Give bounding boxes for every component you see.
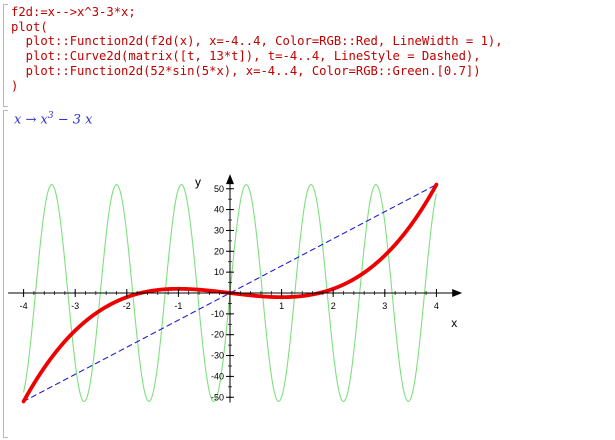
plot-canvas[interactable]: -4 -3 -2 -1 1 2 3 4 -50 -40 -30 -20 -10 10 20 30 40 50 x y <box>8 133 478 435</box>
y-axis-label: y <box>195 175 201 189</box>
maps-to-arrow: → <box>25 112 37 128</box>
code-line: plot::Curve2d(matrix([t, 13*t]), t=-4..4… <box>11 49 481 64</box>
output-base: x <box>40 112 48 128</box>
output-variable: x <box>14 112 22 128</box>
input-region-bracket[interactable] <box>3 4 8 107</box>
code-line: f2d:=x-->x^3-3*x; <box>11 5 136 19</box>
x-tick-label: -1 <box>174 301 182 311</box>
command-input[interactable]: f2d:=x-->x^3-3*x; plot( plot::Function2d(… <box>11 5 503 93</box>
y-axis-arrow <box>226 174 234 185</box>
x-axis-label: x <box>451 316 457 330</box>
x-axis-arrow <box>452 289 463 297</box>
y-tick-label: 30 <box>214 225 224 235</box>
y-tick-label: 50 <box>214 184 224 194</box>
y-tick-label: 20 <box>214 246 224 256</box>
y-tick-label: -30 <box>211 351 224 361</box>
code-line: plot::Function2d(f2d(x), x=-4..4, Color=… <box>11 34 503 49</box>
x-tick-label: 1 <box>279 301 284 311</box>
output-exponent: 3 <box>47 111 54 121</box>
code-line: ) <box>11 78 19 93</box>
y-tick-label: -40 <box>211 371 224 381</box>
y-tick-label: -20 <box>211 330 224 340</box>
x-tick-label: 4 <box>434 301 439 311</box>
function-output: x → x3 − 3 x <box>14 111 93 127</box>
output-rest: − 3 x <box>53 112 93 128</box>
blue-dashed-line <box>23 184 437 402</box>
code-line: plot( <box>11 19 48 34</box>
code-line: plot::Function2d(52*sin(5*x), x=-4..4, C… <box>11 63 481 78</box>
y-tick-label: 10 <box>214 267 224 277</box>
output-region-bracket[interactable] <box>3 110 8 438</box>
y-tick-label: 40 <box>214 205 224 215</box>
x-tick-label: -3 <box>71 301 79 311</box>
y-tick-label: -50 <box>211 392 224 402</box>
x-tick-label: 2 <box>331 301 336 311</box>
x-tick-label: -2 <box>123 301 131 311</box>
x-tick-label: -4 <box>20 301 28 311</box>
y-tick-label: -10 <box>211 309 224 319</box>
x-tick-label: 3 <box>382 301 387 311</box>
